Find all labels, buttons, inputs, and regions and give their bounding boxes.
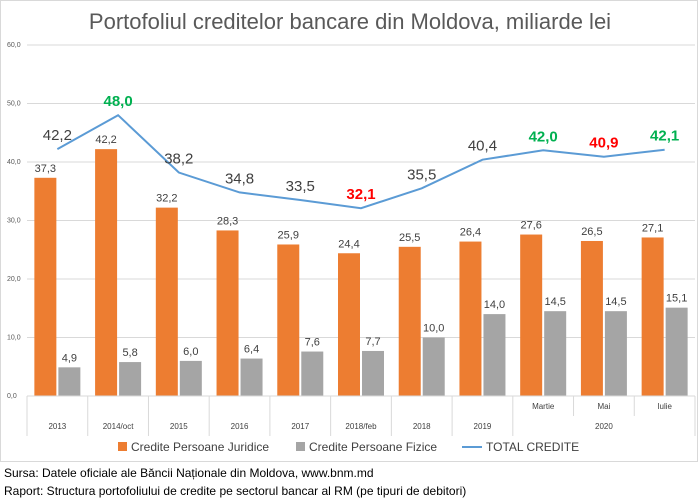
bar-juridice [155,207,178,396]
x-tick-label: 2017 [291,422,309,431]
label-juridice: 32,2 [156,193,177,205]
label-fizice: 15,1 [666,293,687,305]
y-tick-label: 40,0 [7,159,21,166]
bar-fizice [422,337,445,396]
label-fizice: 4,9 [62,352,77,364]
y-tick-label: 20,0 [7,276,21,283]
total-line-path [56,113,665,210]
label-juridice: 27,6 [520,220,541,232]
legend-label-total: TOTAL CREDITE [486,440,579,454]
x-tick-label: 2016 [231,422,249,431]
label-total: 35,5 [407,166,436,183]
label-fizice: 6,4 [244,344,259,356]
total-line [56,113,665,210]
label-total: 42,2 [43,127,72,144]
label-fizice: 7,6 [305,337,320,349]
bar-juridice [641,237,664,396]
label-fizice: 6,0 [183,346,198,358]
x-tick-label: 2018/feb [345,422,377,431]
label-total: 40,9 [589,135,618,152]
x-tick-label: 2015 [170,422,188,431]
label-juridice: 26,4 [460,227,481,239]
chart-title: Portofoliul creditelor bancare din Moldo… [89,9,611,34]
bars [34,149,688,396]
label-fizice: 14,5 [605,296,626,308]
label-total: 32,1 [346,186,375,203]
label-juridice: 25,5 [399,232,420,244]
legend-swatch-juridice [118,442,127,451]
bar-fizice [604,311,627,396]
legend-label-fizice: Credite Persoane Fizice [309,440,437,454]
label-juridice: 28,3 [217,215,238,227]
y-tick-label: 0,0 [7,393,17,400]
label-fizice: 5,8 [122,347,137,359]
label-juridice: 25,9 [278,229,299,241]
label-total: 42,1 [650,128,679,145]
x-tick-label: 2019 [474,422,492,431]
label-total: 33,5 [286,178,315,195]
y-tick-label: 50,0 [7,101,21,108]
label-total: 34,8 [225,170,254,187]
bar-fizice [483,314,506,396]
bar-fizice [301,351,324,396]
y-tick-label: 60,0 [7,42,21,49]
x-tick-label: 2018 [413,422,431,431]
bar-juridice [34,177,57,396]
label-total: 38,2 [164,151,193,168]
legend-swatch-fizice [296,442,305,451]
bar-juridice [580,240,603,396]
bar-juridice [216,230,239,396]
chart: Portofoliul creditelor bancare din Moldo… [7,9,696,454]
label-total: 48,0 [103,93,132,110]
label-juridice: 27,1 [642,222,663,234]
bar-fizice [362,350,384,396]
x-axis: 2013 2014/oct 2015 2016 2017 2018/feb 2018 2019… [26,395,696,436]
y-axis-ticks: 0,0 10,0 20,0 30,0 40,0 50,0 60,0 [7,42,21,400]
x-tick-label: Martie [532,402,555,411]
label-juridice: 24,4 [338,238,359,250]
data-labels: 37,3 4,9 42,2 5,8 32,2 6,0 28,3 6,4 25,9 7,6 24,4 7… [35,93,688,364]
bar-fizice [240,358,263,396]
label-fizice: 7,7 [365,336,380,348]
bar-juridice [459,241,482,396]
report-note: Raport: Structura portofoliului de credi… [4,484,467,498]
label-fizice: 10,0 [423,323,444,335]
label-juridice: 26,5 [581,226,602,238]
label-total: 40,4 [468,138,497,155]
chart-frame [0,0,698,462]
bar-fizice [119,362,142,396]
bar-fizice [544,311,567,396]
bar-fizice [58,367,81,396]
label-fizice: 14,0 [484,299,505,311]
bar-juridice [338,253,360,396]
bar-fizice [665,307,688,396]
legend: Credite Persoane Juridice Credite Persoan… [118,440,579,454]
label-juridice: 37,3 [35,163,56,175]
bar-juridice [95,149,118,396]
y-tick-label: 10,0 [7,335,21,342]
bar-juridice [277,244,300,396]
bar-fizice [179,360,202,396]
x-group-label: 2020 [595,422,613,431]
source-note: Sursa: Datele oficiale ale Băncii Națion… [4,466,374,480]
label-fizice: 14,5 [544,296,565,308]
label-total: 42,0 [529,128,558,145]
x-tick-label: Mai [597,402,610,411]
bar-juridice [520,234,543,396]
x-tick-label: Iulie [657,402,672,411]
bar-juridice [398,246,421,396]
y-tick-label: 30,0 [7,218,21,225]
x-tick-label: 2013 [48,422,66,431]
x-tick-label: 2014/oct [103,422,134,431]
label-juridice: 42,2 [95,134,116,146]
legend-label-juridice: Credite Persoane Juridice [131,440,269,454]
